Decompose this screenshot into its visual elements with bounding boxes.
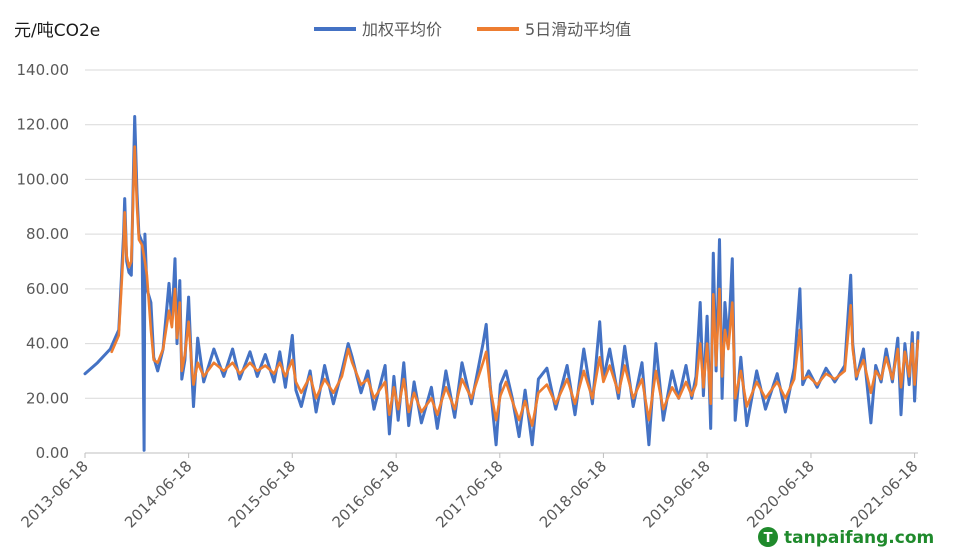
y-tick-label: 100.00 [17, 170, 70, 188]
y-tick-label: 0.00 [36, 444, 69, 462]
x-tick-label: 2021-06-18 [847, 457, 921, 531]
x-tick-label: 2018-06-18 [536, 457, 610, 531]
x-tick-label: 2017-06-18 [432, 457, 506, 531]
x-tick-label: 2015-06-18 [225, 457, 299, 531]
y-tick-label: 40.00 [26, 335, 69, 353]
y-axis: 0.00 20.00 40.00 60.00 80.00 100.00 120.00 140.… [17, 61, 70, 462]
x-tick-label: 2019-06-18 [640, 457, 714, 531]
plot-area [83, 115, 920, 452]
x-tick-label: 2013-06-18 [17, 457, 91, 531]
gridlines [85, 69, 918, 454]
watermark-logo-letter: T [764, 531, 773, 546]
watermark-text: tanpaifang.com [784, 528, 934, 548]
series-line-5day-ma [110, 145, 920, 427]
x-tick-label: 2014-06-18 [121, 457, 195, 531]
series-line-weighted-avg [83, 115, 920, 452]
chart-legend: 加权平均价 5日滑动平均值 [314, 20, 631, 39]
y-tick-label: 120.00 [17, 116, 70, 134]
y-tick-label: 80.00 [26, 225, 69, 243]
x-tick-label: 2020-06-18 [743, 457, 817, 531]
y-tick-label: 20.00 [26, 389, 69, 407]
x-axis: 2013-06-18 2014-06-18 2015-06-18 2016-06-18… [17, 453, 921, 531]
watermark: T tanpaifang.com [758, 527, 934, 548]
x-tick-label: 2016-06-18 [329, 457, 403, 531]
watermark-logo-icon [758, 527, 778, 547]
y-tick-label: 60.00 [26, 280, 69, 298]
legend-label-5day-ma: 5日滑动平均值 [525, 20, 631, 39]
legend-label-weighted-avg: 加权平均价 [362, 20, 442, 39]
y-tick-label: 140.00 [17, 61, 70, 79]
y-axis-unit-label: 元/吨CO2e [14, 21, 100, 41]
